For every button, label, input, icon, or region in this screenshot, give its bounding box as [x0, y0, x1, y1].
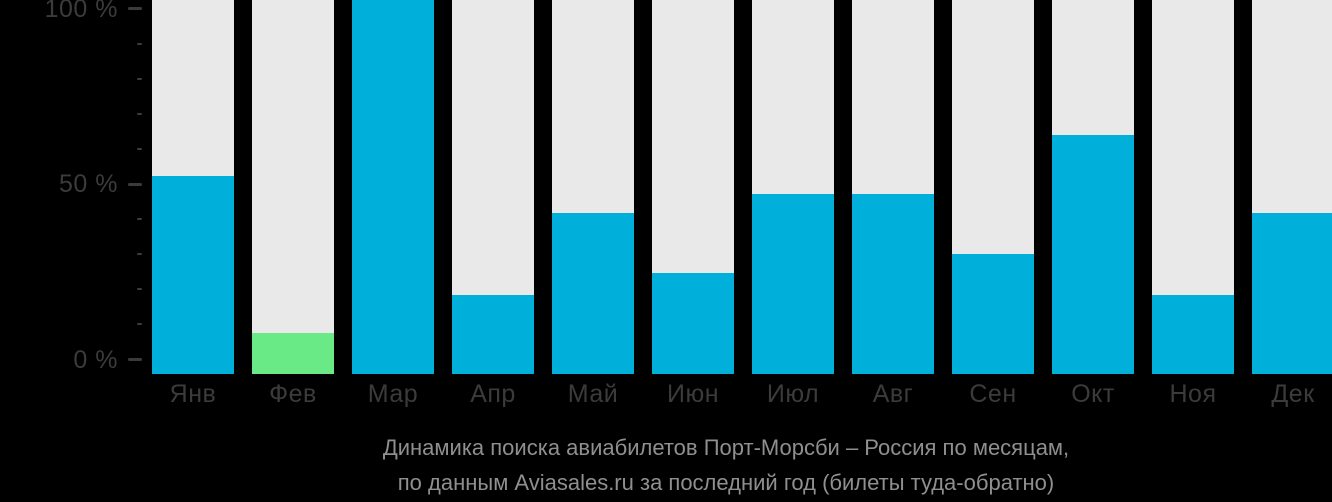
bar-5	[652, 273, 734, 374]
y-minor-tick-40	[137, 218, 142, 221]
x-label-9: Окт	[1071, 380, 1115, 408]
plot-area: 0 % 50 % 100 %	[44, 0, 1332, 374]
y-axis-label-100: 100 %	[44, 0, 118, 23]
x-label-8: Сен	[969, 380, 1017, 408]
column-2	[352, 0, 434, 374]
y-tick-50	[128, 182, 142, 186]
bar-9	[1052, 135, 1134, 374]
bar-7	[852, 194, 934, 374]
column-7	[852, 0, 934, 374]
y-minor-tick-90	[137, 42, 142, 45]
column-10	[1152, 0, 1234, 374]
column-9	[1052, 0, 1134, 374]
chart-subtitle: по данным Aviasales.ru за последний год …	[397, 470, 1055, 495]
y-tick-100	[128, 7, 142, 10]
y-minor-tick-30	[137, 253, 142, 256]
x-label-1: Фев	[269, 380, 317, 408]
chart-caption: Динамика поиска авиабилетов Порт-Морсби …	[120, 430, 1332, 500]
column-6	[752, 0, 834, 374]
x-label-2: Мар	[367, 380, 419, 408]
bar-11	[1252, 213, 1332, 374]
x-label-4: Май	[567, 380, 619, 408]
bar-0	[152, 176, 234, 374]
y-minor-tick-10	[137, 323, 142, 326]
bar-2	[352, 0, 434, 374]
x-label-10: Ноя	[1169, 380, 1217, 408]
column-3	[452, 0, 534, 374]
column-5	[652, 0, 734, 374]
x-label-0: Янв	[169, 380, 217, 408]
y-axis-label-50: 50 %	[59, 170, 118, 198]
column-0	[152, 0, 234, 374]
x-label-6: Июл	[766, 380, 820, 408]
bar-1	[252, 333, 334, 374]
column-11	[1252, 0, 1332, 374]
y-axis-label-0: 0 %	[73, 345, 118, 374]
column-8	[952, 0, 1034, 374]
column-1	[252, 0, 334, 374]
column-4	[552, 0, 634, 374]
y-minor-tick-20	[137, 288, 142, 291]
chart-title: Динамика поиска авиабилетов Порт-Морсби …	[382, 435, 1070, 460]
y-minor-tick-80	[137, 77, 142, 80]
bar-8	[952, 254, 1034, 374]
y-minor-tick-70	[137, 112, 142, 115]
bar-4	[552, 213, 634, 374]
bar-6	[752, 194, 834, 374]
x-label-7: Авг	[872, 380, 914, 408]
bar-3	[452, 295, 534, 374]
bar-10	[1152, 295, 1234, 374]
y-minor-tick-60	[137, 147, 142, 150]
x-label-11: Дек	[1271, 380, 1315, 408]
x-label-5: Июн	[666, 380, 720, 408]
x-label-3: Апр	[470, 380, 516, 408]
y-tick-0	[128, 358, 142, 361]
